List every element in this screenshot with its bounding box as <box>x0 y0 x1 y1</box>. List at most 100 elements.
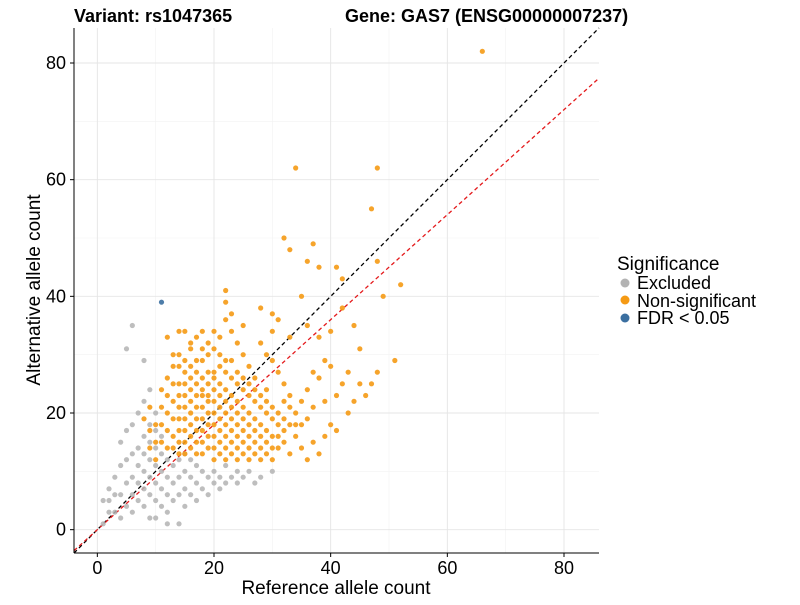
point-non-significant <box>153 439 159 445</box>
point-non-significant <box>304 387 310 393</box>
point-non-significant <box>479 48 485 54</box>
reference-lines <box>73 27 600 554</box>
point-non-significant <box>199 427 205 434</box>
point-non-significant <box>240 451 246 457</box>
point-non-significant <box>333 264 340 270</box>
point-non-significant <box>240 439 246 445</box>
point-non-significant <box>188 363 194 369</box>
point-fdr-0-05 <box>158 299 165 305</box>
point-non-significant <box>316 451 322 457</box>
point-non-significant <box>211 445 217 451</box>
point-non-significant <box>228 357 235 364</box>
point-non-significant <box>339 381 345 387</box>
point-non-significant <box>374 258 380 264</box>
point-non-significant <box>188 433 194 439</box>
point-non-significant <box>351 322 357 329</box>
point-non-significant <box>328 422 334 428</box>
point-excluded <box>193 497 200 504</box>
point-excluded <box>112 474 118 480</box>
point-non-significant <box>158 422 165 428</box>
point-excluded <box>123 346 130 352</box>
point-excluded <box>135 497 141 504</box>
point-non-significant <box>333 427 340 434</box>
point-excluded <box>193 462 200 469</box>
point-excluded <box>141 468 147 474</box>
point-non-significant <box>228 375 235 381</box>
point-non-significant <box>170 363 176 369</box>
point-non-significant <box>205 422 211 428</box>
point-non-significant <box>188 340 194 346</box>
point-non-significant <box>176 451 182 457</box>
point-non-significant <box>199 392 205 399</box>
point-non-significant <box>234 457 240 463</box>
point-non-significant <box>281 427 287 434</box>
point-excluded <box>100 521 106 527</box>
point-non-significant <box>240 322 246 329</box>
point-non-significant <box>228 427 235 434</box>
point-non-significant <box>164 410 170 416</box>
point-non-significant <box>345 410 351 416</box>
point-non-significant <box>223 410 229 416</box>
point-excluded <box>234 468 240 474</box>
point-non-significant <box>223 422 229 428</box>
point-excluded <box>147 457 153 463</box>
point-non-significant <box>217 416 223 422</box>
point-non-significant <box>234 433 240 439</box>
point-non-significant <box>275 317 281 323</box>
point-non-significant <box>223 357 229 364</box>
point-non-significant <box>176 363 182 369</box>
point-non-significant <box>298 293 305 299</box>
point-non-significant <box>234 340 240 346</box>
point-non-significant <box>368 381 375 387</box>
point-excluded <box>129 474 135 480</box>
point-non-significant <box>193 392 200 399</box>
point-non-significant <box>234 369 240 375</box>
point-excluded <box>153 462 159 469</box>
point-non-significant <box>287 451 293 457</box>
point-non-significant <box>246 363 252 369</box>
point-excluded <box>123 480 130 486</box>
point-non-significant <box>234 422 240 428</box>
point-non-significant <box>141 416 147 422</box>
point-excluded <box>141 503 147 509</box>
point-non-significant <box>339 276 345 282</box>
point-non-significant <box>269 433 275 439</box>
point-non-significant <box>228 392 235 399</box>
point-excluded <box>164 521 170 527</box>
point-excluded <box>129 422 135 428</box>
point-excluded <box>153 410 159 416</box>
point-non-significant <box>182 357 188 364</box>
point-non-significant <box>147 427 153 434</box>
point-non-significant <box>199 439 205 445</box>
point-non-significant <box>205 445 211 451</box>
point-non-significant <box>193 427 200 434</box>
point-non-significant <box>357 346 363 352</box>
point-non-significant <box>293 422 299 428</box>
point-non-significant <box>211 387 217 393</box>
point-non-significant <box>176 416 182 422</box>
point-non-significant <box>258 445 264 451</box>
point-non-significant <box>170 416 176 422</box>
point-non-significant <box>199 387 205 393</box>
point-non-significant <box>281 235 287 241</box>
point-non-significant <box>205 369 211 375</box>
point-excluded <box>205 474 211 480</box>
point-excluded <box>106 486 112 492</box>
point-non-significant <box>228 404 235 410</box>
point-non-significant <box>269 357 275 364</box>
reference-line-expected-ratio <box>73 77 600 552</box>
point-non-significant <box>193 451 200 457</box>
point-non-significant <box>304 457 310 463</box>
point-excluded <box>252 480 258 486</box>
point-non-significant <box>269 328 275 334</box>
point-non-significant <box>310 439 316 445</box>
point-non-significant <box>182 369 188 375</box>
point-non-significant <box>153 422 159 428</box>
point-non-significant <box>205 340 211 346</box>
point-excluded <box>234 480 240 486</box>
point-non-significant <box>398 282 404 288</box>
point-non-significant <box>182 439 188 445</box>
point-excluded <box>217 486 223 492</box>
point-non-significant <box>263 451 270 457</box>
